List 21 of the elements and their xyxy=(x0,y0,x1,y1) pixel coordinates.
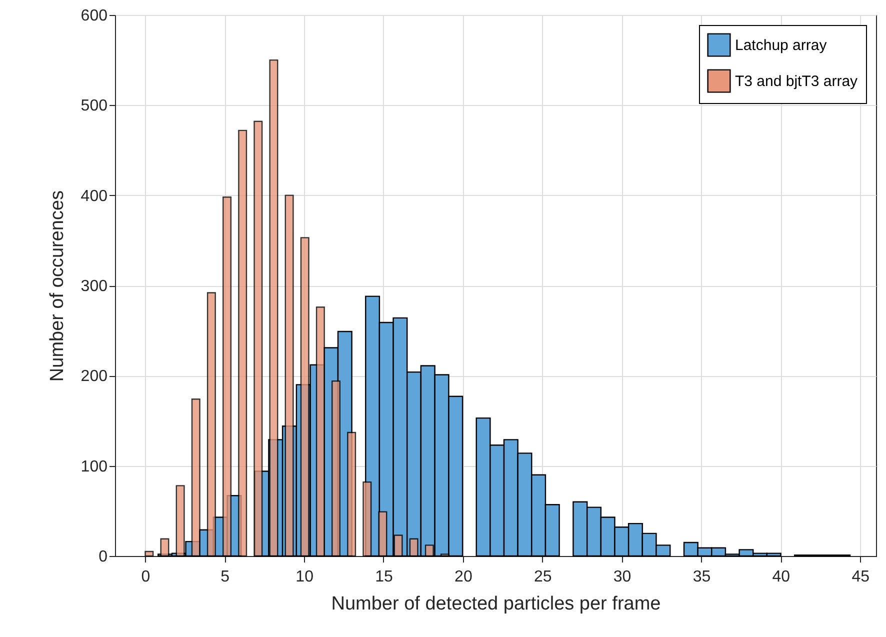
x-tick-label: 0 xyxy=(141,568,150,586)
x-tick-label: 25 xyxy=(534,568,552,586)
x-tick-label: 40 xyxy=(772,568,790,586)
y-axis-title: Number of occurences xyxy=(46,190,68,382)
x-tick-label: 10 xyxy=(296,568,314,586)
x-tick-label: 30 xyxy=(613,568,632,586)
legend-label: Latchup array xyxy=(735,37,828,54)
y-tick-label: 500 xyxy=(80,98,108,115)
x-tick-label: 5 xyxy=(220,568,230,586)
x-tick-label: 20 xyxy=(454,568,472,586)
y-tick-label: 0 xyxy=(98,548,108,566)
y-tick-label: 600 xyxy=(80,8,108,24)
x-tick-label: 35 xyxy=(692,568,711,586)
x-axis-title: Number of detected particles per frame xyxy=(331,594,661,614)
y-tick-label: 400 xyxy=(80,188,108,205)
y-tick-label: 100 xyxy=(80,458,108,476)
y-tick-label: 300 xyxy=(80,278,108,295)
y-tick-label: 200 xyxy=(80,368,108,386)
x-tick-label: 45 xyxy=(852,568,870,586)
x-tick-label: 15 xyxy=(375,568,393,586)
legend-label: T3 and bjtT3 array xyxy=(735,73,858,90)
